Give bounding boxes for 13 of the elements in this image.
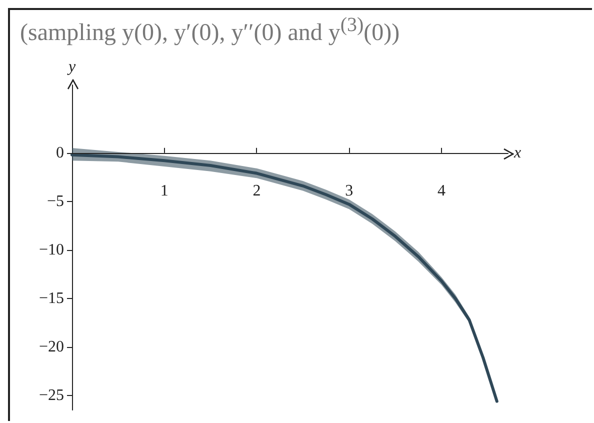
chart-title: (sampling y(0), y′(0), y′′(0) and y$^{(3)}$(0)) [20, 14, 400, 47]
x-tick-label: 2 [252, 182, 261, 200]
x-tick-label: 1 [160, 182, 168, 200]
x-axis-title: x [513, 144, 522, 162]
y-tick-label: −20 [38, 338, 64, 356]
y-tick-label: 0 [56, 144, 64, 162]
x-tick-label: 4 [437, 182, 446, 200]
y-axis-title: y [66, 58, 76, 76]
x-tick-label: 3 [345, 182, 354, 200]
y-tick-label: −10 [38, 241, 64, 258]
y-tick-label: −25 [38, 386, 64, 404]
y-tick-label: −5 [46, 192, 64, 210]
y-tick-label: −15 [38, 290, 64, 307]
